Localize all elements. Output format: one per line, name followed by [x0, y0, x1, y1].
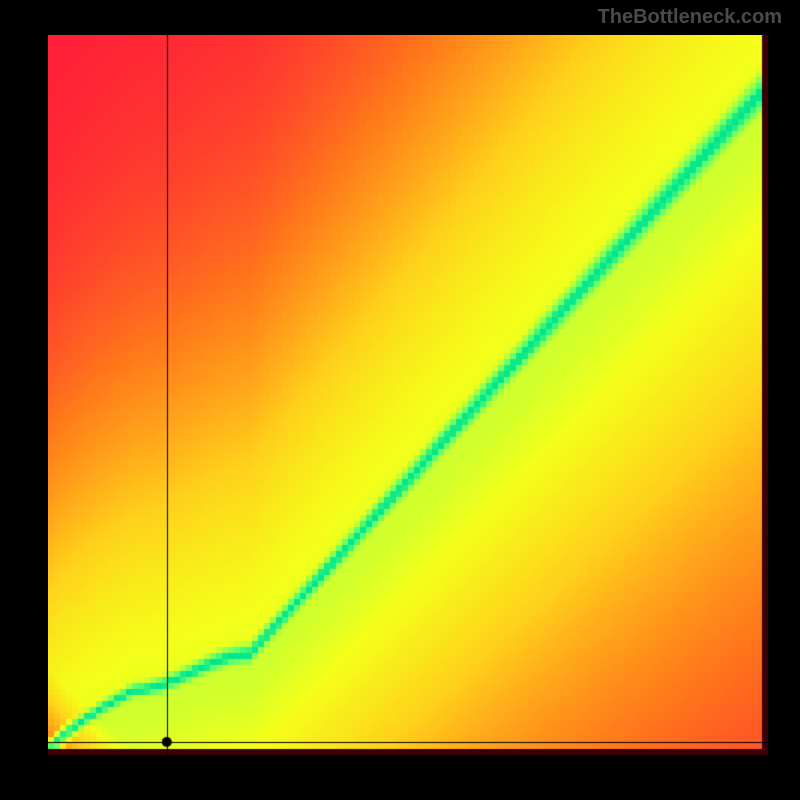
chart-container: TheBottleneck.com — [0, 0, 800, 800]
heatmap-plot — [48, 35, 768, 755]
watermark-text: TheBottleneck.com — [598, 6, 782, 29]
